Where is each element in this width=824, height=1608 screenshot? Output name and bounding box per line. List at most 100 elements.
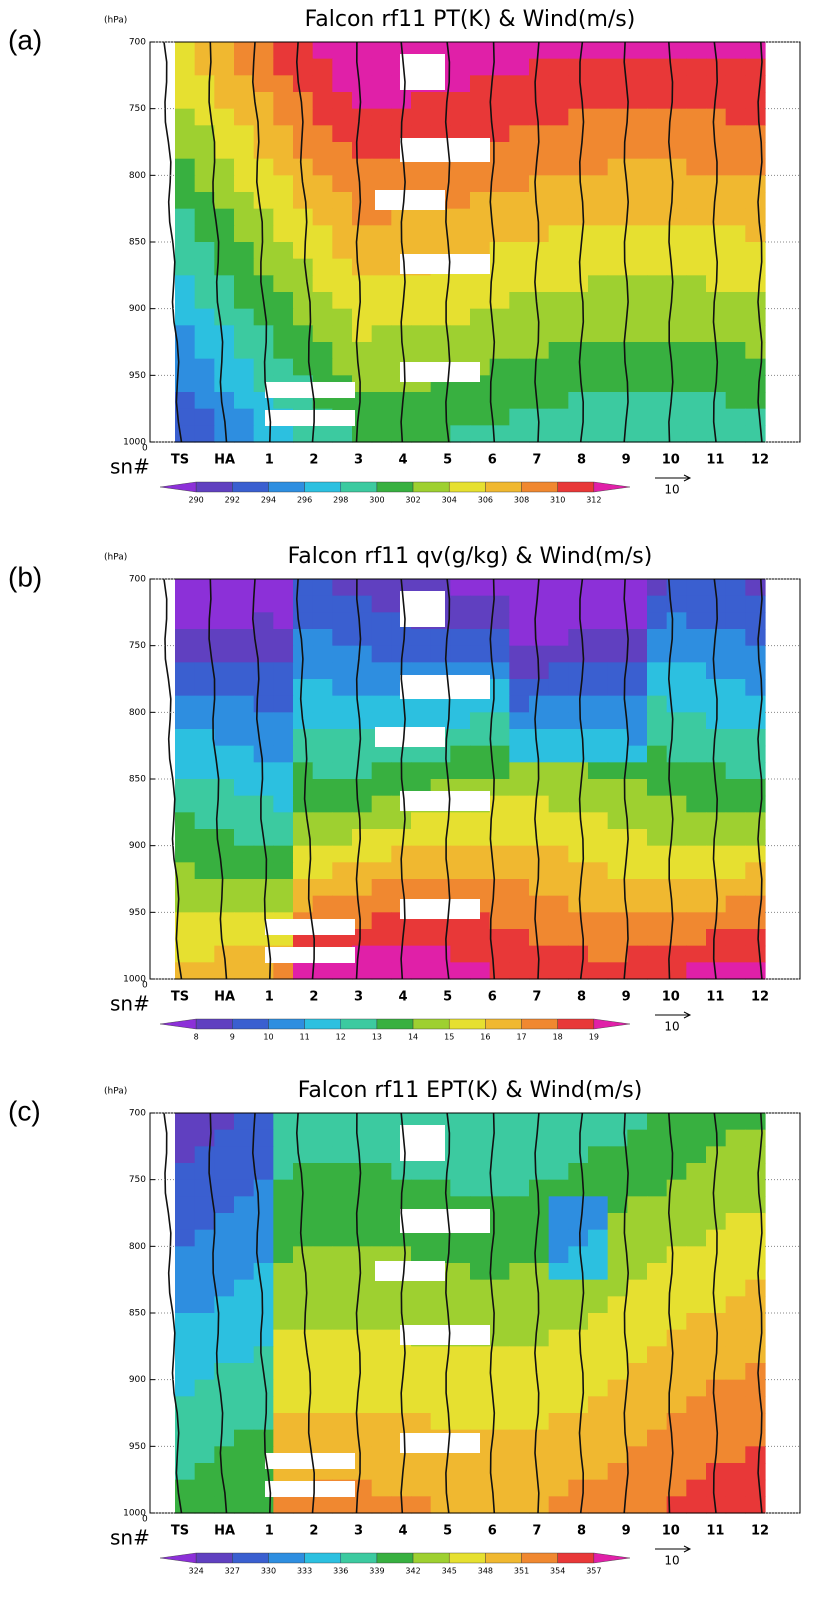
field-shading [588, 629, 609, 647]
field-shading [470, 92, 491, 110]
field-shading [470, 58, 491, 76]
field-shading [371, 645, 392, 663]
field-shading [627, 375, 648, 393]
wind-profile [578, 1112, 585, 1514]
field-shading [647, 92, 668, 110]
field-shading [214, 292, 235, 310]
missing-data [400, 675, 490, 699]
field-shading [194, 695, 215, 713]
field-shading [607, 358, 628, 376]
missing-data [400, 791, 490, 811]
colorbar-segment [304, 1552, 341, 1564]
field-shading [489, 1429, 510, 1447]
field-shading [214, 392, 235, 410]
field-shading [352, 325, 373, 343]
field-shading [430, 392, 451, 410]
field-shading [647, 175, 668, 193]
field-shading [568, 42, 589, 60]
field-shading [352, 1479, 373, 1497]
field-shading [647, 629, 668, 647]
field-shading [686, 612, 707, 630]
field-shading [568, 662, 589, 680]
field-shading [234, 42, 255, 60]
field-shading [509, 208, 530, 226]
field-shading [568, 912, 589, 930]
field-shading [686, 42, 707, 60]
field-shading [607, 1296, 628, 1314]
field-shading [214, 308, 235, 326]
field-shading [234, 75, 255, 93]
field-shading [686, 92, 707, 110]
field-shading [234, 1496, 255, 1514]
field-shading [529, 1363, 550, 1381]
field-shading [647, 292, 668, 310]
field-shading [706, 629, 727, 647]
field-shading [548, 929, 569, 947]
field-shading [686, 1263, 707, 1281]
field-shading [686, 812, 707, 830]
field-shading [607, 1313, 628, 1331]
field-shading [489, 779, 510, 797]
field-shading [489, 1279, 510, 1297]
field-shading [686, 662, 707, 680]
colorbar-label: 19 [589, 1033, 599, 1042]
field-shading [666, 1446, 687, 1464]
field-shading [214, 1396, 235, 1414]
x-tick-label: 12 [751, 1524, 769, 1539]
field-shading [686, 225, 707, 243]
field-shading [371, 1279, 392, 1297]
field-shading [430, 862, 451, 880]
field-shading [253, 1346, 274, 1364]
field-shading [627, 1496, 648, 1514]
field-shading [725, 679, 746, 697]
field-shading [607, 945, 628, 963]
field-shading [194, 275, 215, 293]
colorbar-segment [557, 1018, 595, 1030]
field-shading [411, 945, 432, 963]
field-shading [371, 712, 392, 730]
field-shading [194, 1129, 215, 1147]
field-shading [607, 829, 628, 847]
field-shading [214, 645, 235, 663]
field-shading [371, 779, 392, 797]
field-shading [470, 629, 491, 647]
field-shading [627, 795, 648, 813]
field-shading [706, 125, 727, 143]
x-tick-label: 10 [662, 1524, 680, 1539]
field-shading [588, 242, 609, 260]
wind-profile [444, 41, 451, 443]
field-shading [529, 712, 550, 730]
field-shading [627, 912, 648, 930]
field-shading [548, 125, 569, 143]
field-shading [470, 225, 491, 243]
field-shading [450, 58, 471, 76]
field-shading [332, 1213, 353, 1231]
field-shading [607, 679, 628, 697]
panel-label: (c) [8, 1095, 41, 1126]
field-shading [312, 1213, 333, 1231]
field-shading [489, 729, 510, 747]
field-shading [293, 1363, 314, 1381]
field-shading [568, 1146, 589, 1164]
field-shading [234, 1313, 255, 1331]
field-shading [627, 1163, 648, 1181]
field-shading [450, 192, 471, 210]
field-shading [588, 192, 609, 210]
field-shading [607, 812, 628, 830]
field-shading [509, 1213, 530, 1231]
field-shading [214, 879, 235, 897]
field-shading [411, 829, 432, 847]
field-shading [450, 629, 471, 647]
field-shading [548, 375, 569, 393]
field-shading [253, 275, 274, 293]
field-shading [273, 695, 294, 713]
field-shading [509, 1413, 530, 1431]
field-shading [175, 358, 196, 376]
field-shading [627, 1213, 648, 1231]
field-shading [666, 1396, 687, 1414]
field-shading [529, 308, 550, 326]
field-shading [194, 712, 215, 730]
colorbar-label: 351 [514, 1567, 529, 1576]
field-shading [175, 1213, 196, 1231]
field-shading [706, 1196, 727, 1214]
